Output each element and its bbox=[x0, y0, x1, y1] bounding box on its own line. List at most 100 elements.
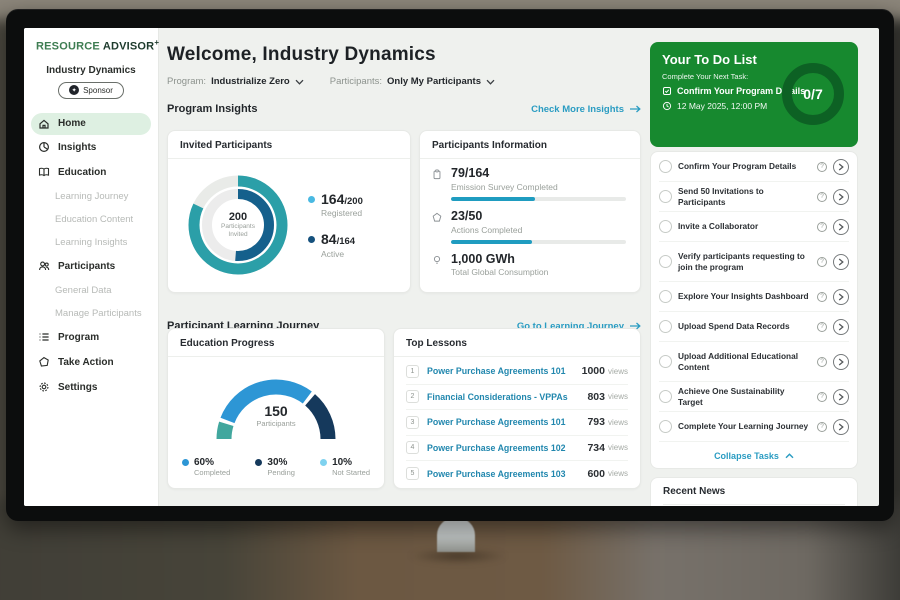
sidebar-item-label: Take Action bbox=[58, 357, 114, 368]
sidebar-item-home[interactable]: Home bbox=[31, 113, 151, 135]
todo-checkbox[interactable] bbox=[659, 320, 672, 333]
lesson-row: 4 Power Purchase Agreements 102 734 view… bbox=[406, 436, 628, 462]
pending-pct: 30% bbox=[267, 457, 295, 468]
todo-checkbox[interactable] bbox=[659, 390, 672, 403]
sidebar-item-education-content[interactable]: Education Content bbox=[24, 208, 158, 231]
sidebar-item-learning-journey[interactable]: Learning Journey bbox=[24, 185, 158, 208]
badge-icon bbox=[430, 210, 444, 223]
participants-select[interactable]: Participants: Only My Participants bbox=[330, 76, 495, 87]
chevron-right-button[interactable] bbox=[833, 354, 849, 370]
lesson-rank: 2 bbox=[406, 390, 419, 403]
help-icon[interactable]: ? bbox=[817, 192, 827, 202]
todo-item-label[interactable]: Verify participants requesting to join t… bbox=[678, 251, 811, 272]
lesson-link[interactable]: Power Purchase Agreements 103 bbox=[427, 469, 587, 479]
todo-checkbox[interactable] bbox=[659, 355, 672, 368]
completed-label: Completed bbox=[194, 468, 230, 477]
progress-track bbox=[451, 197, 626, 201]
invited-count: 200 bbox=[229, 211, 247, 223]
active-dot bbox=[308, 236, 315, 243]
lesson-link[interactable]: Power Purchase Agreements 101 bbox=[427, 417, 587, 427]
todo-checkbox[interactable] bbox=[659, 420, 672, 433]
lesson-rank: 3 bbox=[406, 416, 419, 429]
help-icon[interactable]: ? bbox=[817, 292, 827, 302]
todo-checkbox[interactable] bbox=[659, 255, 672, 268]
chevron-right-button[interactable] bbox=[833, 159, 849, 175]
lesson-views: 600 bbox=[587, 468, 605, 480]
views-label: views bbox=[608, 418, 628, 427]
help-icon[interactable]: ? bbox=[817, 162, 827, 172]
app-logo[interactable]: RESOURCE ADVISOR+ bbox=[24, 28, 158, 53]
todo-checkbox[interactable] bbox=[659, 220, 672, 233]
todo-item-label[interactable]: Confirm Your Program Details bbox=[678, 161, 811, 171]
help-icon[interactable]: ? bbox=[817, 422, 827, 432]
sidebar-item-participants[interactable]: Participants bbox=[24, 254, 158, 279]
chevron-right-icon bbox=[838, 223, 844, 231]
chevron-right-button[interactable] bbox=[833, 219, 849, 235]
chevron-right-button[interactable] bbox=[833, 419, 849, 435]
stat-value: 1,000 GWh bbox=[451, 253, 626, 267]
chevron-right-button[interactable] bbox=[833, 389, 849, 405]
sidebar-item-insights[interactable]: Insights bbox=[24, 135, 158, 160]
todo-item-label[interactable]: Upload Additional Educational Content bbox=[678, 351, 811, 372]
registered-label: Registered bbox=[321, 208, 363, 218]
stat-global-consumption: 1,000 GWh Total Global Consumption bbox=[430, 253, 626, 278]
program-select[interactable]: Program: Industrialize Zero bbox=[167, 76, 304, 87]
chevron-right-button[interactable] bbox=[833, 289, 849, 305]
sponsor-badge[interactable]: ✦ Sponsor bbox=[58, 82, 124, 99]
todo-item-label[interactable]: Achieve One Sustainability Target bbox=[678, 386, 811, 407]
lesson-views: 793 bbox=[587, 416, 605, 428]
check-more-insights-link[interactable]: Check More Insights bbox=[531, 104, 641, 115]
stat-value: 23/50 bbox=[451, 210, 626, 224]
todo-checkbox[interactable] bbox=[659, 190, 672, 203]
help-icon[interactable]: ? bbox=[817, 357, 827, 367]
todo-item-label[interactable]: Upload Spend Data Records bbox=[678, 321, 811, 331]
registered-value: 164 bbox=[321, 191, 344, 207]
legend-pending: 30% Pending bbox=[255, 457, 295, 477]
sidebar-item-education[interactable]: Education bbox=[24, 160, 158, 185]
invited-label-1: Participants bbox=[221, 223, 255, 231]
help-icon[interactable]: ? bbox=[817, 222, 827, 232]
lesson-views: 1000 bbox=[582, 365, 605, 377]
completed-pct: 60% bbox=[194, 457, 230, 468]
todo-item-label[interactable]: Invite a Collaborator bbox=[678, 221, 811, 231]
card-title: Invited Participants bbox=[168, 131, 410, 159]
active-label: Active bbox=[321, 249, 355, 259]
program-value: Industrialize Zero bbox=[211, 76, 290, 87]
lesson-link[interactable]: Power Purchase Agreements 102 bbox=[427, 443, 587, 453]
sidebar-item-general-data[interactable]: General Data bbox=[24, 279, 158, 302]
gauge-count: 150 bbox=[206, 403, 346, 419]
card-title: Education Progress bbox=[168, 329, 384, 357]
recent-news-title: Recent News bbox=[663, 486, 845, 505]
views-label: views bbox=[608, 367, 628, 376]
help-icon[interactable]: ? bbox=[817, 257, 827, 267]
logo-advisor: ADVISOR bbox=[103, 41, 155, 53]
sidebar-item-settings[interactable]: Settings bbox=[24, 375, 158, 400]
lesson-link[interactable]: Financial Considerations - VPPAs bbox=[427, 392, 587, 402]
sidebar-item-learning-insights[interactable]: Learning Insights bbox=[24, 231, 158, 254]
home-icon bbox=[38, 118, 50, 130]
legend-registered: 164/200 Registered bbox=[308, 192, 363, 219]
chevron-right-button[interactable] bbox=[833, 254, 849, 270]
sidebar-item-take-action[interactable]: Take Action bbox=[24, 350, 158, 375]
not-started-dot bbox=[320, 459, 327, 466]
chevron-right-button[interactable] bbox=[833, 189, 849, 205]
todo-item-label[interactable]: Complete Your Learning Journey bbox=[678, 421, 811, 431]
help-icon[interactable]: ? bbox=[817, 322, 827, 332]
lesson-row: 3 Power Purchase Agreements 101 793 view… bbox=[406, 410, 628, 436]
collapse-tasks-link[interactable]: Collapse Tasks bbox=[659, 442, 849, 469]
card-title: Top Lessons bbox=[394, 329, 640, 357]
lesson-link[interactable]: Power Purchase Agreements 101 bbox=[427, 366, 582, 376]
sidebar-item-label: Education Content bbox=[55, 214, 133, 225]
logo-resource: RESOURCE bbox=[36, 41, 100, 53]
chevron-right-button[interactable] bbox=[833, 319, 849, 335]
sidebar-item-manage-participants[interactable]: Manage Participants bbox=[24, 302, 158, 325]
help-icon[interactable]: ? bbox=[817, 392, 827, 402]
todo-checkbox[interactable] bbox=[659, 290, 672, 303]
todo-item: Explore Your Insights Dashboard ? bbox=[659, 282, 849, 312]
todo-checkbox[interactable] bbox=[659, 160, 672, 173]
todo-item-label[interactable]: Explore Your Insights Dashboard bbox=[678, 291, 811, 301]
sidebar-item-program[interactable]: Program bbox=[24, 325, 158, 350]
todo-item-label[interactable]: Send 50 Invitations to Participants bbox=[678, 186, 811, 207]
page-title: Welcome, Industry Dynamics bbox=[167, 44, 641, 66]
todo-item: Send 50 Invitations to Participants ? bbox=[659, 182, 849, 212]
